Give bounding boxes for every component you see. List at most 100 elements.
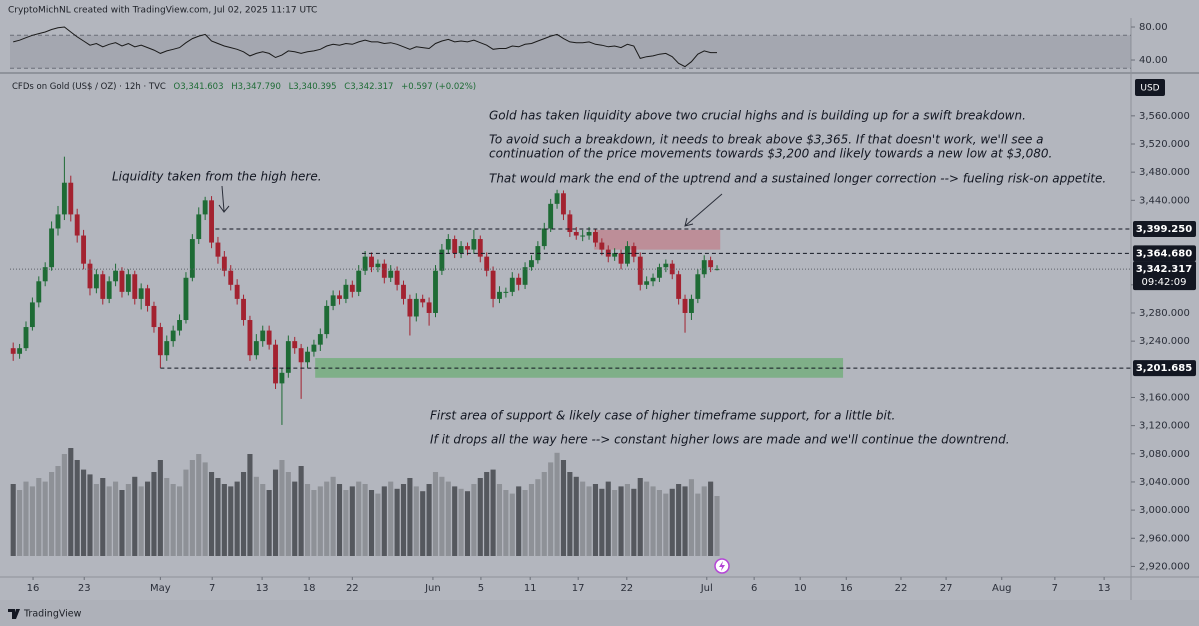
- candle-body: [93, 274, 99, 289]
- volume-bar: [503, 490, 509, 556]
- plot-area: [10, 156, 1131, 556]
- zone: [315, 358, 844, 378]
- volume-bar: [368, 490, 375, 556]
- x-tick-label: 22: [346, 583, 359, 594]
- candle-body: [420, 298, 426, 303]
- candle-body: [458, 246, 464, 254]
- volume-bar: [567, 472, 573, 556]
- volume-bar: [324, 481, 330, 556]
- volume-bar: [42, 481, 48, 556]
- candle-body: [708, 260, 714, 268]
- volume-bar: [119, 490, 125, 556]
- candle-body: [573, 232, 579, 236]
- volume-bar: [145, 481, 151, 556]
- candle-body: [362, 256, 368, 271]
- candle-body: [509, 277, 515, 292]
- volume-bar: [528, 484, 535, 556]
- candle-body: [55, 214, 61, 229]
- y-tick-label: 3,280.000: [1139, 308, 1190, 319]
- volume-bar: [471, 484, 477, 556]
- volume-bar: [61, 454, 67, 556]
- candle-body: [522, 267, 528, 285]
- candle-body: [388, 270, 394, 278]
- candle-body: [221, 256, 227, 271]
- candle-body: [215, 242, 221, 257]
- candle-body: [407, 298, 413, 317]
- volume-bar: [548, 462, 554, 556]
- x-tick-label: 18: [303, 583, 316, 594]
- candle-body: [529, 260, 534, 268]
- volume-bar: [183, 469, 189, 556]
- candle-body: [87, 263, 93, 289]
- candle-body: [170, 330, 176, 342]
- footer-logo: [8, 609, 20, 619]
- x-tick-label: May: [150, 583, 171, 594]
- candle-body: [324, 305, 330, 335]
- candle-body: [657, 267, 662, 278]
- candle-body: [202, 200, 208, 215]
- volume-bar: [279, 460, 285, 556]
- candle-body: [17, 348, 23, 354]
- candle-body: [714, 269, 720, 271]
- candle-body: [317, 334, 323, 345]
- volume-bar: [240, 472, 247, 556]
- candle-body: [145, 288, 150, 306]
- rsi-y-tick-label: 40.00: [1139, 55, 1168, 66]
- volume-bar: [400, 484, 407, 556]
- y-tick-label: 2,960.000: [1139, 533, 1190, 544]
- candle-body: [676, 274, 682, 299]
- candle-body: [189, 239, 195, 278]
- legend-high: H3,347.790: [231, 82, 281, 92]
- zone: [594, 229, 721, 250]
- volume-bar: [624, 484, 631, 556]
- candle-body: [349, 284, 355, 292]
- volume-bar: [196, 454, 202, 556]
- candle-body: [637, 256, 643, 285]
- x-tick-label: Jul: [700, 583, 713, 594]
- volume-bar: [637, 478, 643, 556]
- volume-bar: [29, 486, 35, 556]
- footer-brand: TradingView: [23, 609, 82, 620]
- volume-bar: [439, 476, 445, 556]
- volume-bar: [388, 481, 394, 556]
- volume-bar: [650, 486, 656, 556]
- candle-body: [567, 214, 573, 233]
- volume-bar: [87, 474, 93, 556]
- candle-body: [157, 327, 163, 356]
- candle-body: [247, 320, 253, 356]
- currency-box: [1135, 79, 1165, 96]
- volume-bar: [292, 481, 298, 556]
- level-label: 3,364.680: [1136, 248, 1192, 259]
- x-tick-label: 16: [27, 583, 40, 594]
- volume-bar: [151, 472, 157, 556]
- price-label: 3,342.317: [1136, 264, 1192, 275]
- x-tick-label: 13: [1098, 583, 1111, 594]
- x-tick-label: 17: [572, 583, 585, 594]
- candle-body: [311, 344, 317, 352]
- volume-bar: [407, 478, 413, 556]
- candle-body: [241, 298, 246, 321]
- volume-bar: [234, 481, 240, 556]
- candle-body: [279, 372, 285, 384]
- y-tick-label: 3,440.000: [1139, 195, 1190, 206]
- volume-bar: [452, 486, 458, 556]
- volume-bar: [592, 484, 599, 556]
- candle-body: [298, 348, 304, 363]
- volume-bar: [554, 452, 560, 556]
- volume-bar: [432, 472, 439, 556]
- candle-body: [439, 249, 445, 271]
- y-tick-label: 3,040.000: [1139, 477, 1190, 488]
- candle-body: [548, 203, 554, 229]
- volume-bar: [714, 496, 720, 556]
- volume-bar: [36, 478, 42, 556]
- annotation: Liquidity taken from the high here.: [112, 170, 322, 184]
- y-tick-label: 3,080.000: [1139, 449, 1190, 460]
- volume-bar: [490, 469, 496, 556]
- candle-body: [100, 274, 106, 299]
- candle-body: [401, 284, 406, 299]
- volume-bar: [336, 484, 343, 556]
- volume-bar: [656, 490, 662, 556]
- candle-body: [356, 270, 362, 292]
- x-tick-label: 5: [478, 583, 484, 594]
